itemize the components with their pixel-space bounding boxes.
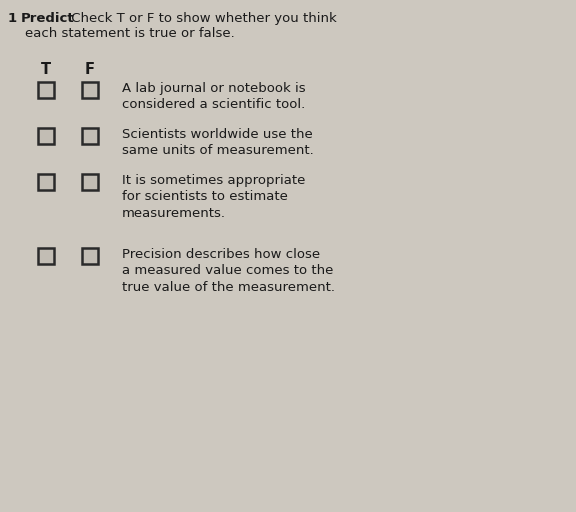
Text: Precision describes how close
a measured value comes to the
true value of the me: Precision describes how close a measured… <box>122 248 335 294</box>
Bar <box>38 128 54 144</box>
Bar <box>38 248 54 264</box>
Text: T: T <box>41 62 51 77</box>
Bar <box>82 82 98 98</box>
Text: each statement is true or false.: each statement is true or false. <box>8 27 235 40</box>
Text: It is sometimes appropriate
for scientists to estimate
measurements.: It is sometimes appropriate for scientis… <box>122 174 305 220</box>
Text: 1: 1 <box>8 12 22 25</box>
Text: Predict: Predict <box>21 12 75 25</box>
Bar <box>82 128 98 144</box>
Text: Scientists worldwide use the
same units of measurement.: Scientists worldwide use the same units … <box>122 128 314 158</box>
Text: F: F <box>85 62 95 77</box>
Text: Check T or F to show whether you think: Check T or F to show whether you think <box>67 12 337 25</box>
Text: A lab journal or notebook is
considered a scientific tool.: A lab journal or notebook is considered … <box>122 82 306 112</box>
Bar <box>38 174 54 190</box>
Bar <box>82 248 98 264</box>
Bar <box>38 82 54 98</box>
Bar <box>82 174 98 190</box>
